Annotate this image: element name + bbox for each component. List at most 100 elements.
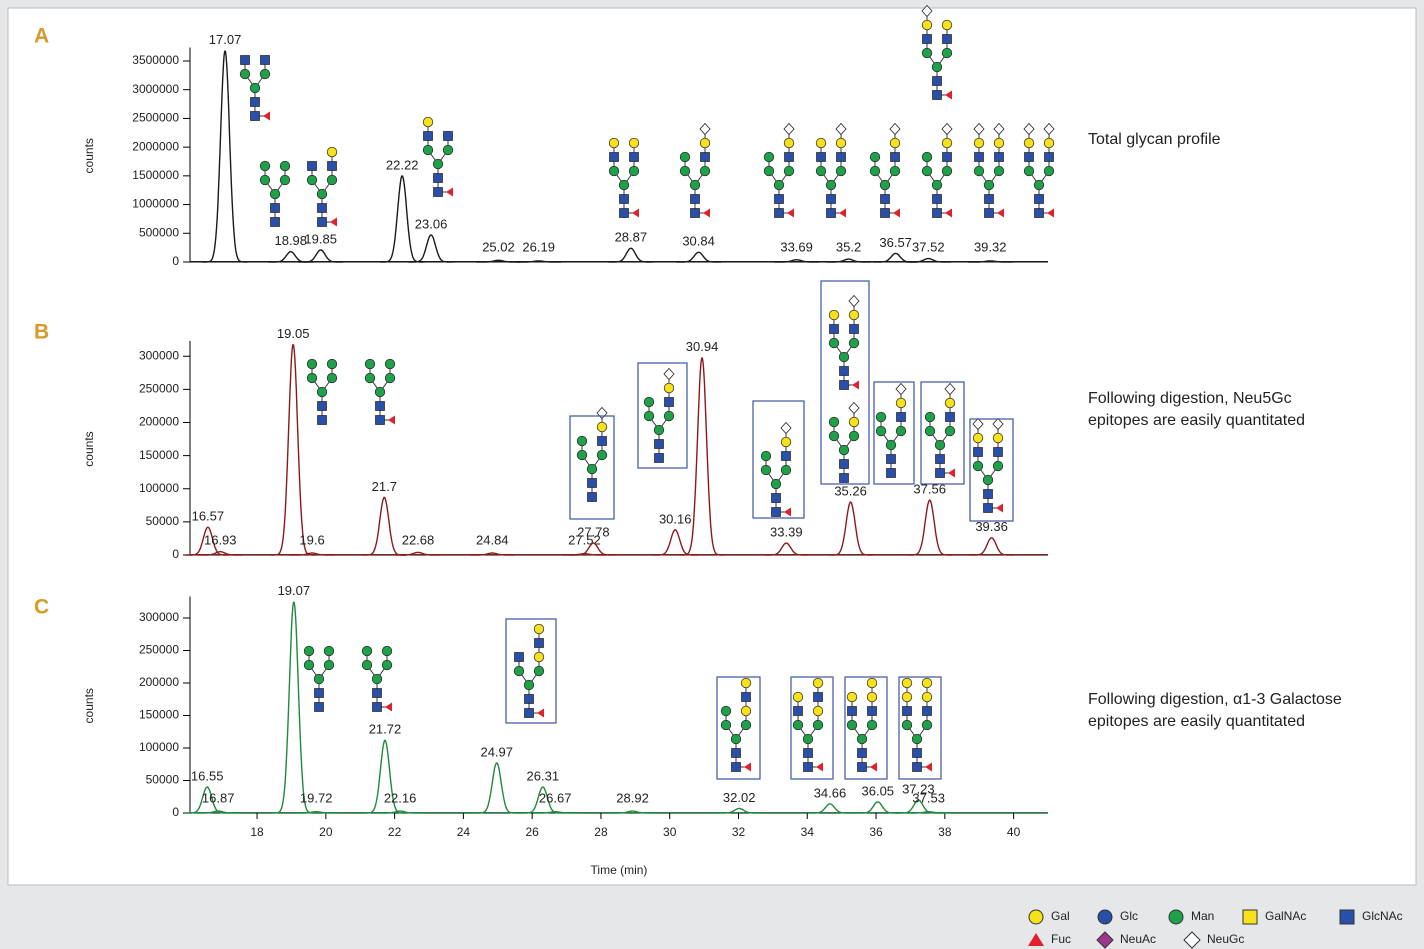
peak (828, 501, 873, 556)
glycan-box (820, 280, 870, 485)
gal (895, 397, 907, 409)
glcnac (270, 217, 280, 227)
glcnac (803, 762, 813, 772)
man (931, 179, 943, 191)
fuc (925, 762, 932, 772)
glcnac (619, 208, 629, 218)
glcnac (886, 468, 896, 478)
peak (289, 552, 335, 556)
gal (628, 137, 640, 149)
gal (1043, 137, 1055, 149)
neugc (848, 401, 860, 415)
glcnac (942, 34, 952, 44)
peak (571, 542, 616, 556)
neugc (848, 294, 860, 308)
legend-label: Man (1191, 909, 1214, 923)
glcnac (771, 493, 781, 503)
glcnac (375, 401, 385, 411)
peak-label: 21.7 (372, 479, 397, 494)
gal (608, 137, 620, 149)
glcnac (803, 748, 813, 758)
glycan-icon (239, 55, 271, 121)
man (760, 464, 772, 476)
legend-label: NeuGc (1207, 932, 1244, 946)
glycan-icon (792, 677, 824, 772)
neugc (992, 417, 1004, 431)
man (895, 425, 907, 437)
glcnac (690, 194, 700, 204)
peak (469, 552, 515, 556)
man (323, 659, 335, 671)
man (889, 165, 901, 177)
man (911, 733, 923, 745)
y-tick-label: 50000 (146, 773, 180, 787)
glcnac (1024, 152, 1034, 162)
man (885, 439, 897, 451)
glycan-icon (815, 122, 847, 218)
peak-label: 39.36 (975, 519, 1008, 534)
peak-label: 17.07 (209, 32, 242, 47)
x-tick-label: 20 (319, 825, 333, 839)
legend-swatch (1339, 909, 1355, 925)
man (663, 410, 675, 422)
fuc (537, 708, 544, 718)
glcnac (839, 380, 849, 390)
peak-label: 36.05 (862, 783, 895, 798)
peak-label: 22.68 (402, 532, 435, 547)
man (361, 659, 373, 671)
man (921, 165, 933, 177)
man (303, 659, 315, 671)
peak (476, 259, 521, 263)
glcnac (664, 397, 674, 407)
glycan-icon (973, 122, 1005, 218)
annotation: epitopes are easily quantitated (1088, 713, 1305, 730)
man (740, 719, 752, 731)
peak (906, 811, 951, 814)
peak-label: 16.93 (204, 532, 237, 547)
neugc (944, 382, 956, 396)
glcnac (317, 203, 327, 213)
fuc (388, 415, 395, 425)
glcnac (784, 152, 794, 162)
man (326, 174, 338, 186)
peak (610, 810, 655, 814)
glcnac (443, 131, 453, 141)
gal (326, 146, 338, 158)
man (879, 179, 891, 191)
glcnac (974, 152, 984, 162)
x-tick-label: 32 (732, 825, 746, 839)
fuc (996, 503, 1003, 513)
neugc (921, 4, 933, 18)
man (921, 151, 933, 163)
y-tick-label: 250000 (139, 643, 179, 657)
fuc (744, 762, 751, 772)
y-axis-label: counts (82, 431, 96, 466)
glycan-box (790, 676, 834, 780)
legend-label: Gal (1051, 909, 1070, 923)
man (1023, 165, 1035, 177)
glcnac (597, 436, 607, 446)
glcnac (317, 217, 327, 227)
gal (866, 677, 878, 689)
man (780, 464, 792, 476)
peak (197, 551, 243, 556)
gal (921, 19, 933, 31)
man (921, 47, 933, 59)
glcnac (375, 415, 385, 425)
fuc (893, 208, 900, 218)
peak-label: 23.06 (415, 216, 448, 231)
gal (533, 651, 545, 663)
fuc (632, 208, 639, 218)
gal (663, 382, 675, 394)
man (720, 705, 732, 717)
glcnac (327, 161, 337, 171)
man (303, 645, 315, 657)
legend-swatch (1097, 909, 1113, 925)
man (972, 460, 984, 472)
man (838, 444, 850, 456)
glcnac (654, 453, 664, 463)
man (812, 719, 824, 731)
peak-label: 37.23 (902, 781, 935, 796)
peak (362, 739, 408, 814)
